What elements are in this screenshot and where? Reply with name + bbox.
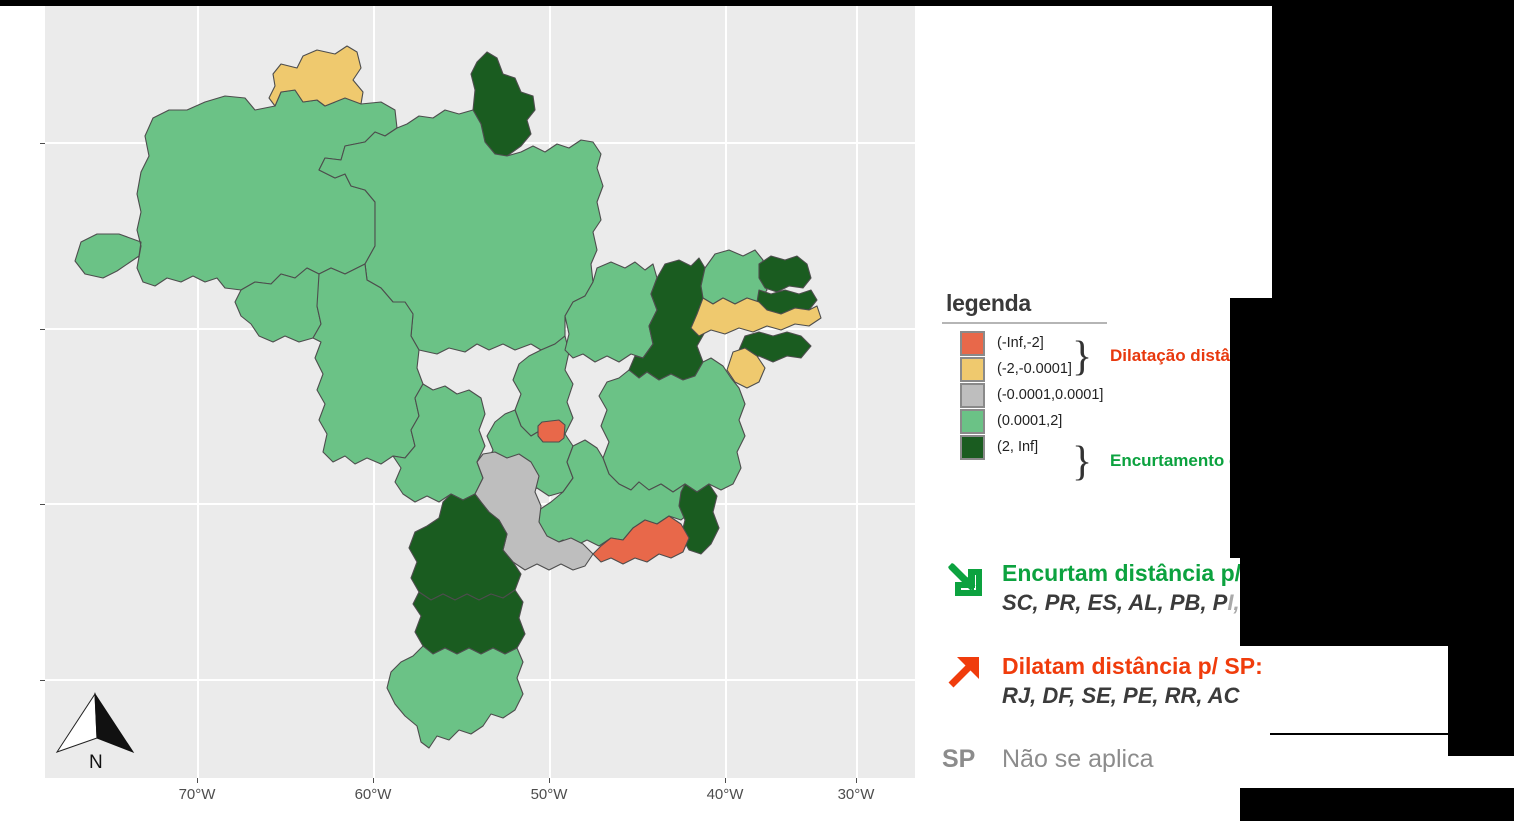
arrow-down-right-icon (945, 562, 985, 596)
occlusion-block (1272, 298, 1514, 558)
legend-swatch (960, 435, 985, 460)
state-RN[interactable] (759, 256, 811, 292)
legend-swatch (960, 383, 985, 408)
sp-code-label: SP (942, 745, 975, 774)
callout-states-visible: SC, PR, ES, AL, PB, P (1002, 590, 1227, 615)
compass-north-label: N (89, 752, 103, 774)
legend-item-label: (2, Inf] (997, 439, 1038, 455)
compass-rose: N (55, 690, 145, 785)
occlusion-hairline (1270, 733, 1450, 735)
state-CE[interactable] (701, 250, 767, 304)
callout-states: SC, PR, ES, AL, PB, PI, AP (1002, 590, 1275, 616)
legend-item-label: (-Inf,-2] (997, 335, 1044, 351)
axis-tick-x: 40°W (707, 786, 744, 803)
occlusion-block (1240, 550, 1280, 646)
tick-mark-y (40, 504, 45, 505)
occlusion-block (1240, 788, 1280, 821)
arrow-up-right-icon (945, 655, 985, 689)
legend-item-label: (0.0001,2] (997, 413, 1062, 429)
tick-mark-y (40, 143, 45, 144)
legend-group-brace: } (1072, 336, 1092, 378)
tick-mark-x (856, 778, 857, 783)
tick-mark-x (197, 778, 198, 783)
axis-tick-x: 60°W (355, 786, 392, 803)
legend-item-label: (-2,-0.0001] (997, 361, 1072, 377)
state-BA[interactable] (599, 358, 745, 492)
legend-swatch (960, 409, 985, 434)
axis-tick-x: 30°W (838, 786, 875, 803)
state-DF[interactable] (538, 420, 565, 442)
legend-item-label: (-0.0001,0.0001] (997, 387, 1103, 403)
axis-tick-x: 50°W (531, 786, 568, 803)
state-SC[interactable] (413, 590, 525, 654)
not-applicable-text: Não se aplica (1002, 745, 1153, 774)
north-arrow-icon (55, 690, 145, 760)
occlusion-block (1272, 558, 1514, 646)
occlusion-block (1230, 298, 1278, 558)
axis-tick-x: 70°W (179, 786, 216, 803)
occlusion-white-block (1272, 646, 1448, 788)
tick-mark-y (40, 680, 45, 681)
callout-states: RJ, DF, SE, PE, RR, AC (1002, 683, 1240, 709)
brazil-states-map (45, 6, 915, 778)
occlusion-block (1272, 788, 1514, 821)
occlusion-block (1272, 6, 1514, 288)
callout-heading: Dilatam distância p/ SP: (1002, 653, 1263, 680)
legend-swatch (960, 331, 985, 356)
map-plot-panel (45, 6, 915, 778)
occlusion-block (1448, 646, 1514, 756)
tick-mark-x (373, 778, 374, 783)
occlusion-block (1318, 260, 1514, 298)
tick-mark-x (725, 778, 726, 783)
state-RS[interactable] (387, 646, 523, 748)
state-AM[interactable] (75, 90, 397, 290)
legend-swatch (960, 357, 985, 382)
tick-mark-y (40, 329, 45, 330)
legend-title-rule (942, 322, 1107, 324)
legend-group-brace: } (1072, 441, 1092, 483)
map-figure: 70°W 60°W 50°W 40°W 30°W 0° 10°S 20°S 30… (0, 0, 920, 821)
tick-mark-x (549, 778, 550, 783)
